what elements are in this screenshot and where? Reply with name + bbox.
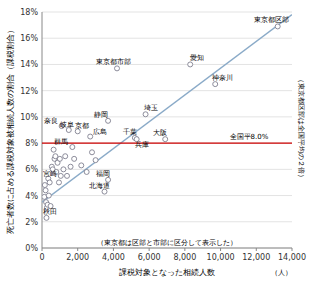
point (106, 118, 111, 123)
y-tick-label: 14% (20, 60, 38, 69)
point-label: 東京都区部 (254, 16, 289, 24)
point-label: 静岡 (94, 111, 108, 119)
point (58, 173, 63, 178)
point (61, 167, 66, 172)
y-tick-label: 18% (20, 8, 38, 17)
point-label: 埼玉 (143, 104, 158, 112)
y-axis-label: 死亡者数に占める課税対象被相続人数の割合（課税割合） (6, 26, 15, 234)
grid-line (42, 169, 292, 170)
point (47, 180, 52, 185)
point (90, 150, 95, 155)
point (63, 154, 68, 159)
point (65, 173, 70, 178)
unit-label: （人） (271, 269, 292, 277)
point-label: 奈良 (44, 117, 58, 125)
y-tick-label: 8% (25, 139, 38, 148)
point (115, 66, 120, 71)
y-tick-label: 10% (20, 113, 38, 122)
point-label: 北海道 (89, 182, 110, 190)
point (188, 62, 193, 67)
point (88, 134, 93, 139)
plot-marks (42, 15, 292, 221)
point (102, 189, 107, 194)
reference-label: 全国平8.0% (230, 133, 269, 141)
x-tick-label: 14,000 (278, 253, 306, 262)
reference-line (42, 143, 292, 144)
point (68, 164, 73, 169)
x-tick-label: 6,000 (138, 253, 161, 262)
point (72, 156, 77, 161)
side-note: （東京都区部は全国平均の２倍） (297, 76, 305, 181)
grid-line (42, 38, 292, 39)
point-label: 広島 (93, 128, 107, 136)
x-axis-line (42, 248, 292, 249)
point (93, 158, 98, 163)
point-label: 大阪 (153, 129, 167, 137)
point-label: 兵庫 (135, 141, 149, 149)
chart: 0% 2% 4% 6% 8% 10% 12% 14% 16% 18% 0 2,000 4,000 6,00… (0, 0, 310, 288)
x-axis-label: 課税対象となった相続人数 (119, 268, 215, 277)
grid-line (42, 116, 292, 117)
point-label: 愛知 (190, 54, 204, 62)
grid-line (42, 221, 292, 222)
y-tick-label: 16% (20, 34, 38, 43)
x-tick-label: 0 (39, 253, 44, 262)
point (46, 193, 51, 198)
point-label: 岐阜 (60, 121, 74, 129)
point-label: 群馬 (54, 138, 68, 146)
point-label: 千葉 (123, 128, 137, 136)
point (84, 169, 89, 174)
grid-line (42, 248, 292, 249)
point (79, 163, 84, 168)
grid-line (42, 64, 292, 65)
point (57, 156, 62, 161)
grid-line (42, 12, 292, 13)
plot-area (42, 12, 292, 248)
grid-line (42, 90, 292, 91)
point (143, 112, 148, 117)
point-label: 京都 (75, 122, 89, 130)
y-tick-label: 12% (20, 87, 38, 96)
x-tick-label: 8,000 (173, 253, 196, 262)
grid-line (42, 195, 292, 196)
point-label: 秋田 (43, 208, 57, 216)
point (51, 147, 56, 152)
point (70, 145, 75, 150)
point (56, 180, 61, 185)
point (163, 137, 168, 142)
point (213, 82, 218, 87)
y-tick-label: 6% (25, 165, 38, 174)
trend-line (42, 15, 292, 202)
point (44, 215, 49, 220)
point (275, 24, 280, 29)
note: （東京都は区部と市部に区分して表示した） (97, 239, 237, 247)
grid-line (42, 143, 292, 144)
point-label: 宮崎 (43, 170, 57, 178)
x-tick-label: 4,000 (102, 253, 125, 262)
x-tick-label: 12,000 (242, 253, 270, 262)
y-axis-line (42, 12, 43, 248)
y-tick-label: 0% (25, 244, 38, 253)
y-tick-label: 4% (25, 192, 38, 201)
x-tick-label: 10,000 (207, 253, 235, 262)
point-label: 福岡 (96, 170, 110, 178)
y-tick-label: 2% (25, 218, 38, 227)
point (42, 183, 47, 188)
point-label: 東京都市部 (96, 58, 131, 66)
point (43, 188, 48, 193)
x-tick-label: 2,000 (66, 253, 89, 262)
point-label: 神奈川 (212, 74, 233, 82)
